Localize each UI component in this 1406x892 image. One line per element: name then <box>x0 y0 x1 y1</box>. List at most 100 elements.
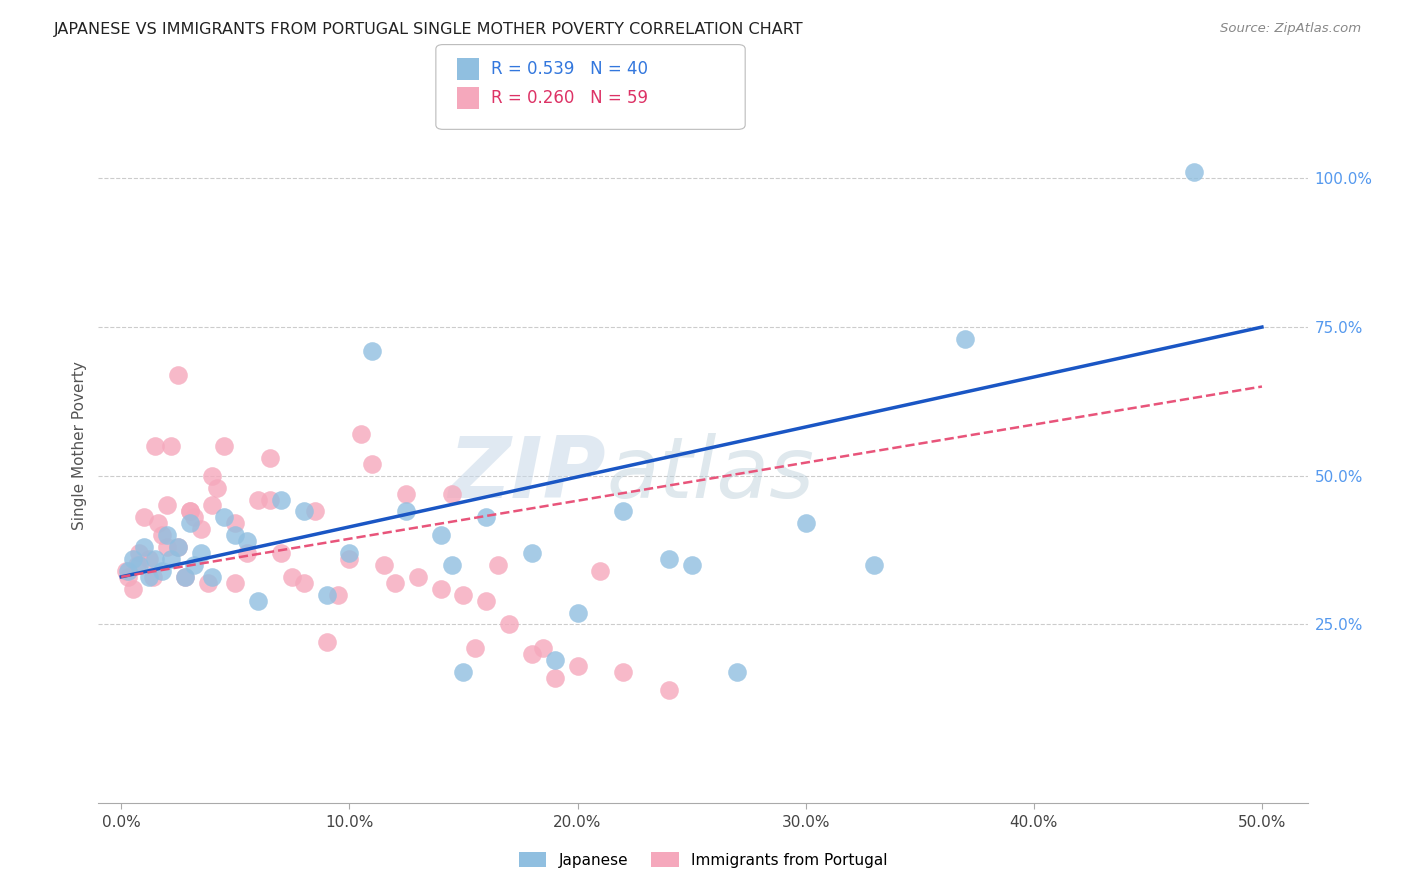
Point <box>167 540 190 554</box>
Point <box>183 558 205 572</box>
Point <box>160 552 183 566</box>
Point <box>114 564 136 578</box>
Point <box>361 457 384 471</box>
Point <box>132 510 155 524</box>
Point <box>247 593 270 607</box>
Point <box>292 504 315 518</box>
Point <box>395 486 418 500</box>
Point <box>498 617 520 632</box>
Point <box>544 671 567 685</box>
Point <box>486 558 509 572</box>
Point <box>475 510 498 524</box>
Point <box>138 552 160 566</box>
Point <box>612 665 634 679</box>
Text: ZIP: ZIP <box>449 433 606 516</box>
Point <box>167 540 190 554</box>
Point <box>395 504 418 518</box>
Point <box>235 546 257 560</box>
Point <box>406 570 429 584</box>
Point <box>128 546 150 560</box>
Point <box>146 516 169 531</box>
Point <box>127 558 149 572</box>
Point <box>167 368 190 382</box>
Point <box>544 653 567 667</box>
Point <box>453 588 475 602</box>
Point <box>315 588 337 602</box>
Point <box>156 540 179 554</box>
Text: R = 0.260   N = 59: R = 0.260 N = 59 <box>491 89 648 107</box>
Point <box>612 504 634 518</box>
Point <box>326 588 349 602</box>
Point <box>145 439 167 453</box>
Point <box>281 570 304 584</box>
Point <box>361 343 384 358</box>
Point <box>132 540 155 554</box>
Point <box>235 534 257 549</box>
Point <box>121 582 143 596</box>
Point <box>794 516 817 531</box>
Point <box>429 582 451 596</box>
Point <box>725 665 748 679</box>
Legend: Japanese, Immigrants from Portugal: Japanese, Immigrants from Portugal <box>513 846 893 873</box>
Point <box>259 450 281 465</box>
Point <box>201 570 224 584</box>
Point <box>270 492 292 507</box>
Point <box>384 575 406 590</box>
Point <box>337 546 360 560</box>
Point <box>128 558 150 572</box>
Point <box>117 564 139 578</box>
Point <box>259 492 281 507</box>
Point <box>270 546 292 560</box>
Point <box>304 504 326 518</box>
Point <box>567 659 589 673</box>
Point <box>1182 165 1205 179</box>
Point <box>224 516 246 531</box>
Point <box>201 499 224 513</box>
Point <box>212 439 235 453</box>
Point <box>138 570 160 584</box>
Point <box>117 570 139 584</box>
Point <box>179 516 201 531</box>
Point <box>567 606 589 620</box>
Point <box>292 575 315 590</box>
Point <box>658 682 681 697</box>
Point <box>160 439 183 453</box>
Point <box>190 522 212 536</box>
Point <box>429 528 451 542</box>
Point <box>373 558 395 572</box>
Point <box>121 552 143 566</box>
Point <box>156 528 179 542</box>
Point <box>212 510 235 524</box>
Point <box>531 641 554 656</box>
Point <box>190 546 212 560</box>
Text: JAPANESE VS IMMIGRANTS FROM PORTUGAL SINGLE MOTHER POVERTY CORRELATION CHART: JAPANESE VS IMMIGRANTS FROM PORTUGAL SIN… <box>53 22 803 37</box>
Point <box>955 332 977 346</box>
Point <box>142 570 165 584</box>
Point <box>205 481 228 495</box>
Point <box>145 552 167 566</box>
Point <box>174 570 197 584</box>
Point <box>183 510 205 524</box>
Point <box>197 575 219 590</box>
Point <box>247 492 270 507</box>
Text: atlas: atlas <box>606 433 814 516</box>
Point <box>520 546 543 560</box>
Point <box>315 635 337 649</box>
Point <box>589 564 612 578</box>
Point <box>201 468 224 483</box>
Point <box>441 558 464 572</box>
Point <box>156 499 179 513</box>
Point <box>681 558 703 572</box>
Point <box>441 486 464 500</box>
Point <box>464 641 486 656</box>
Point <box>658 552 681 566</box>
Text: Source: ZipAtlas.com: Source: ZipAtlas.com <box>1220 22 1361 36</box>
Text: R = 0.539   N = 40: R = 0.539 N = 40 <box>491 60 648 78</box>
Point <box>150 564 173 578</box>
Point <box>350 427 373 442</box>
Point <box>150 528 173 542</box>
Point <box>174 570 197 584</box>
Point <box>453 665 475 679</box>
Point <box>179 504 201 518</box>
Point <box>224 575 246 590</box>
